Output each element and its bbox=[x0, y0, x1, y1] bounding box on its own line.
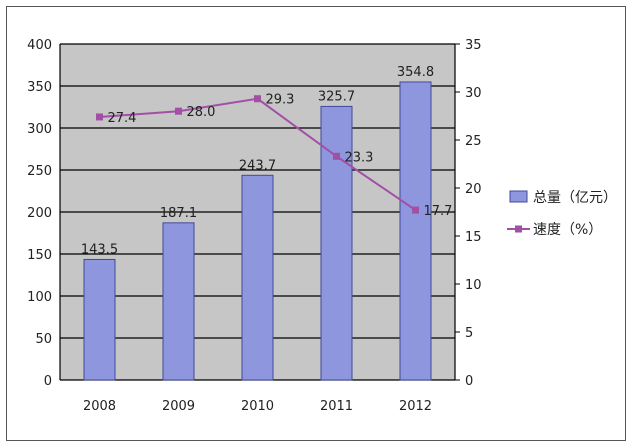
bar-data-label: 354.8 bbox=[397, 65, 434, 80]
line-point bbox=[254, 95, 261, 103]
line-point bbox=[96, 113, 103, 121]
y-left-tick-label: 350 bbox=[27, 80, 52, 95]
y-right-tick-label: 35 bbox=[465, 38, 482, 53]
y-axis-right: 0 5 10 15 20 25 30 35 bbox=[455, 38, 482, 389]
y-left-tick-label: 0 bbox=[44, 374, 52, 389]
y-left-tick-label: 400 bbox=[27, 38, 52, 53]
y-right-tick-label: 20 bbox=[465, 182, 482, 197]
x-tick-label: 2010 bbox=[241, 399, 274, 414]
bar-data-label: 143.5 bbox=[81, 242, 118, 257]
bar bbox=[320, 105, 353, 381]
legend-marker bbox=[515, 225, 522, 233]
bar bbox=[241, 174, 274, 381]
bar-data-label: 243.7 bbox=[239, 158, 276, 173]
chart-frame: 143.5 187.1 243.7 325.7 354.8 27.4 28.0 29.3 23… bbox=[6, 6, 626, 441]
line-data-label: 28.0 bbox=[187, 105, 216, 120]
bar-series bbox=[83, 81, 432, 381]
y-left-tick-label: 300 bbox=[27, 122, 52, 137]
line-data-label: 29.3 bbox=[266, 93, 295, 108]
y-left-tick-label: 250 bbox=[27, 164, 52, 179]
legend: 总量（亿元） 速度（%） bbox=[507, 190, 617, 238]
line-series bbox=[96, 95, 419, 214]
x-axis: 2008 2009 2010 2011 2012 bbox=[83, 399, 432, 414]
y-right-tick-label: 30 bbox=[465, 86, 482, 101]
y-left-tick-label: 200 bbox=[27, 206, 52, 221]
line-point bbox=[412, 206, 419, 214]
line-point bbox=[333, 152, 340, 160]
y-right-tick-label: 15 bbox=[465, 230, 482, 245]
bar bbox=[162, 222, 195, 381]
bar bbox=[399, 81, 432, 381]
y-right-tick-label: 10 bbox=[465, 278, 482, 293]
line-data-label: 23.3 bbox=[345, 150, 374, 165]
x-tick-label: 2009 bbox=[162, 399, 195, 414]
line-data-label: 27.4 bbox=[108, 111, 137, 126]
line-data-labels: 27.4 28.0 29.3 23.3 17.7 bbox=[108, 93, 453, 219]
y-left-tick-label: 150 bbox=[27, 248, 52, 263]
line-point bbox=[175, 107, 182, 115]
legend-swatch-bar bbox=[509, 190, 528, 203]
x-tick-label: 2012 bbox=[399, 399, 432, 414]
legend-label: 总量（亿元） bbox=[533, 190, 617, 206]
x-tick-label: 2011 bbox=[320, 399, 353, 414]
y-right-tick-label: 25 bbox=[465, 134, 482, 149]
x-tick-label: 2008 bbox=[83, 399, 116, 414]
bar bbox=[83, 258, 116, 381]
bar-data-label: 325.7 bbox=[318, 89, 355, 104]
y-axis-left: 0 50 100 150 200 250 300 350 400 bbox=[27, 38, 52, 389]
y-right-tick-label: 0 bbox=[465, 374, 473, 389]
line-data-label: 17.7 bbox=[424, 204, 453, 219]
legend-label: 速度（%） bbox=[533, 222, 602, 238]
y-right-tick-label: 5 bbox=[465, 326, 473, 341]
chart: 143.5 187.1 243.7 325.7 354.8 27.4 28.0 29.3 23… bbox=[27, 38, 617, 414]
y-left-tick-label: 50 bbox=[35, 332, 52, 347]
bar-data-label: 187.1 bbox=[160, 206, 197, 221]
bar-data-labels: 143.5 187.1 243.7 325.7 354.8 bbox=[81, 65, 434, 257]
y-left-tick-label: 100 bbox=[27, 290, 52, 305]
